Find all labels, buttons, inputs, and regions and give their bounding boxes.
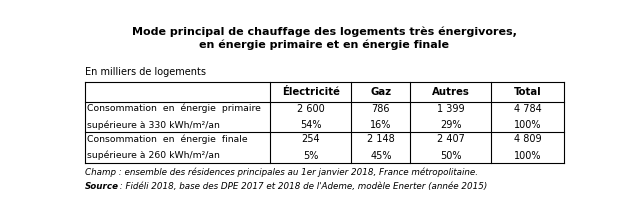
Text: Gaz: Gaz xyxy=(370,87,391,97)
Text: 4 784: 4 784 xyxy=(513,103,541,114)
Text: 29%: 29% xyxy=(440,120,461,130)
Text: 100%: 100% xyxy=(514,120,541,130)
Text: Consommation  en  énergie  finale: Consommation en énergie finale xyxy=(87,134,248,143)
Text: 45%: 45% xyxy=(370,151,392,161)
Text: 5%: 5% xyxy=(303,151,318,161)
Text: 50%: 50% xyxy=(440,151,461,161)
Text: supérieure à 260 kWh/m²/an: supérieure à 260 kWh/m²/an xyxy=(87,151,220,160)
Text: Autres: Autres xyxy=(432,87,470,97)
Text: 54%: 54% xyxy=(300,120,322,130)
Text: Source: Source xyxy=(85,182,119,191)
Text: 1 399: 1 399 xyxy=(437,103,465,114)
Text: 2 148: 2 148 xyxy=(367,134,395,144)
Text: 100%: 100% xyxy=(514,151,541,161)
Text: Champ : ensemble des résidences principales au 1er janvier 2018, France métropol: Champ : ensemble des résidences principa… xyxy=(85,167,478,177)
Text: : Fidéli 2018, base des DPE 2017 et 2018 de l'Ademe, modèle Enerter (année 2015): : Fidéli 2018, base des DPE 2017 et 2018… xyxy=(117,182,487,191)
Text: Électricité: Électricité xyxy=(282,87,340,97)
Text: 2 407: 2 407 xyxy=(437,134,465,144)
Text: supérieure à 330 kWh/m²/an: supérieure à 330 kWh/m²/an xyxy=(87,121,220,130)
Text: En milliers de logements: En milliers de logements xyxy=(85,67,206,77)
Text: 786: 786 xyxy=(372,103,390,114)
Text: 2 600: 2 600 xyxy=(297,103,325,114)
Text: 4 809: 4 809 xyxy=(514,134,541,144)
Text: Consommation  en  énergie  primaire: Consommation en énergie primaire xyxy=(87,104,261,113)
Text: Mode principal de chauffage des logements très énergivores,
en énergie primaire : Mode principal de chauffage des logement… xyxy=(132,26,517,50)
Text: 16%: 16% xyxy=(370,120,392,130)
Text: Total: Total xyxy=(513,87,541,97)
Text: 254: 254 xyxy=(301,134,320,144)
